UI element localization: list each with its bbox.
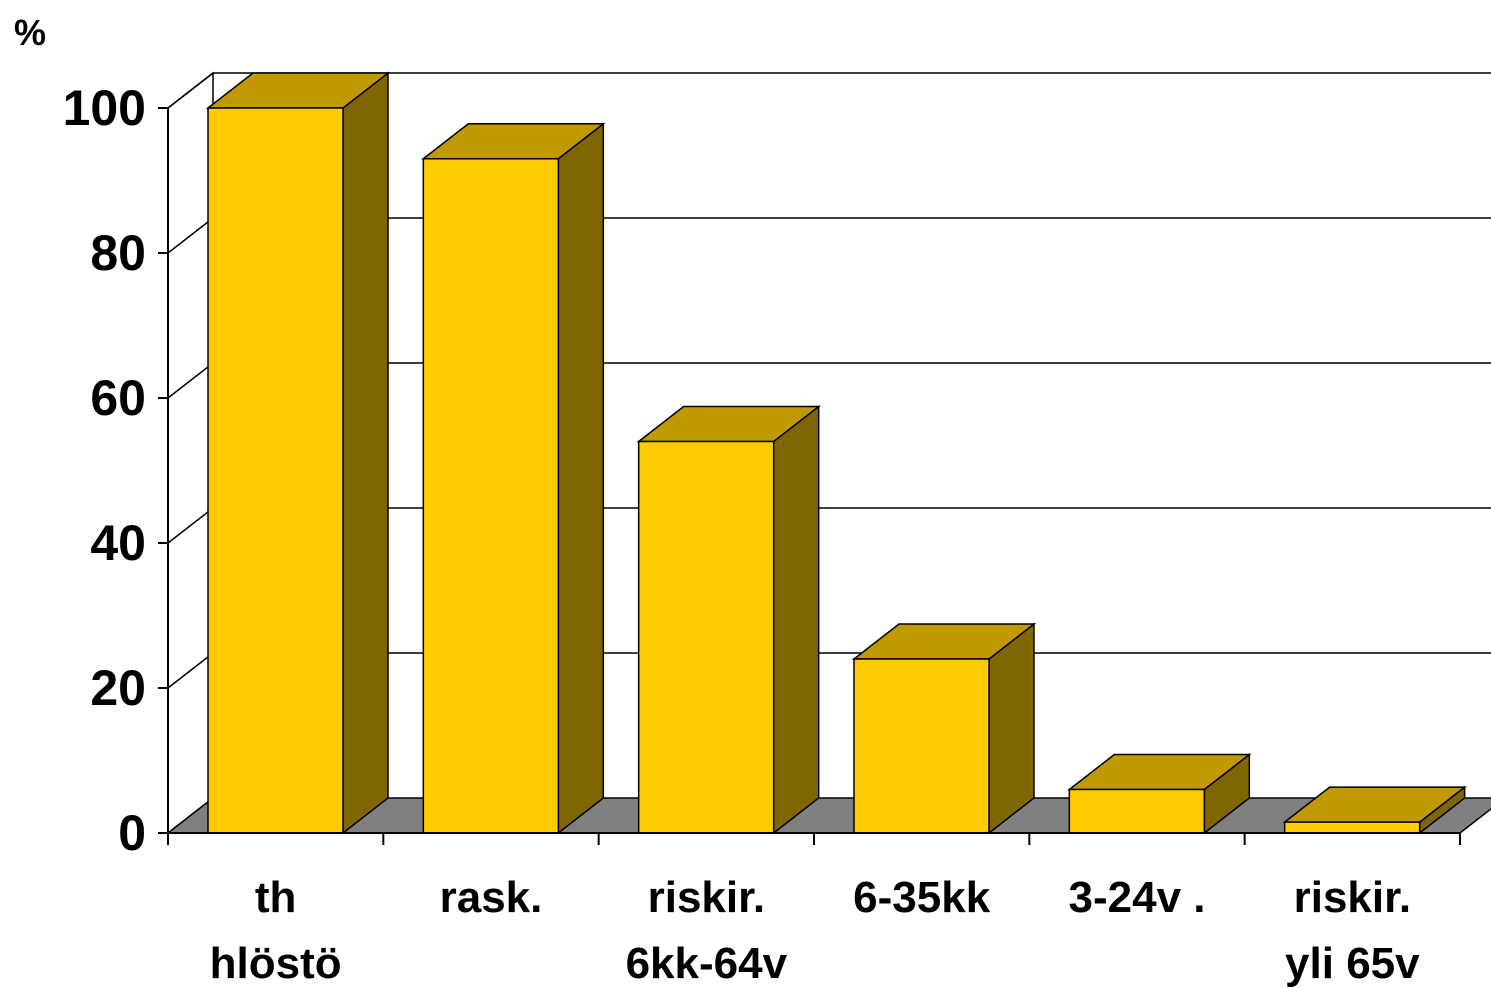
x-tick-label: rask. bbox=[440, 873, 543, 922]
axes bbox=[158, 107, 1461, 845]
bar bbox=[636, 404, 821, 835]
gridline-side bbox=[167, 652, 214, 689]
bar-front bbox=[1283, 821, 1421, 834]
axis-labels: 0 20 40 60 80 100 th hlöstö rask. riskir. 6kk-64v 6… bbox=[14, 12, 1420, 988]
x-tick-label: riskir. yli 65v bbox=[1285, 873, 1420, 988]
bar-side bbox=[557, 122, 605, 835]
y-axis-label: % bbox=[14, 12, 46, 53]
bar-front bbox=[637, 440, 775, 834]
bar-front bbox=[1068, 788, 1206, 834]
y-tick-label: 40 bbox=[90, 515, 146, 571]
bar-side bbox=[342, 71, 389, 835]
y-tick-label: 100 bbox=[63, 80, 146, 136]
gridline-side bbox=[167, 507, 214, 544]
x-tick-label: th hlöstö bbox=[210, 873, 342, 988]
chart-walls bbox=[167, 71, 214, 835]
bar bbox=[851, 622, 1037, 835]
bar-front bbox=[422, 158, 560, 834]
x-tick-label: 3-24v . bbox=[1069, 873, 1206, 922]
bar bbox=[1067, 752, 1252, 835]
bar-side bbox=[988, 622, 1035, 835]
gridline-side bbox=[167, 362, 214, 399]
x-tick-label: riskir. 6kk-64v bbox=[626, 873, 788, 988]
gridline-side bbox=[167, 217, 214, 254]
bar-front bbox=[853, 658, 990, 834]
y-tick-label: 0 bbox=[118, 805, 146, 861]
bar bbox=[205, 71, 391, 835]
y-tick-label: 80 bbox=[90, 225, 146, 281]
bar bbox=[1282, 785, 1467, 835]
gridline-side bbox=[167, 72, 214, 109]
x-tick-label: 6-35kk bbox=[853, 873, 991, 922]
bar bbox=[421, 122, 606, 835]
bars bbox=[205, 71, 1467, 835]
bar-front bbox=[207, 107, 344, 834]
y-tick-label: 20 bbox=[90, 660, 146, 716]
y-tick-label: 60 bbox=[90, 370, 146, 426]
side-wall bbox=[167, 71, 214, 835]
bar-side bbox=[772, 404, 820, 835]
